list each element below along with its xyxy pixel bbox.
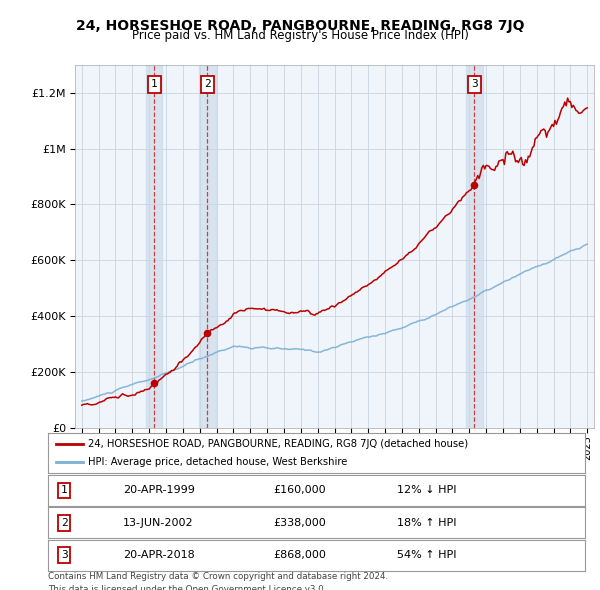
Text: 3: 3 xyxy=(61,550,67,560)
Text: £868,000: £868,000 xyxy=(274,550,326,560)
Text: This data is licensed under the Open Government Licence v3.0.: This data is licensed under the Open Gov… xyxy=(48,585,326,590)
Text: 12% ↓ HPI: 12% ↓ HPI xyxy=(397,486,457,495)
Bar xyxy=(199,65,216,428)
Bar xyxy=(146,65,163,428)
Text: 24, HORSESHOE ROAD, PANGBOURNE, READING, RG8 7JQ (detached house): 24, HORSESHOE ROAD, PANGBOURNE, READING,… xyxy=(88,439,469,449)
Text: £338,000: £338,000 xyxy=(274,518,326,527)
Text: Contains HM Land Registry data © Crown copyright and database right 2024.: Contains HM Land Registry data © Crown c… xyxy=(48,572,388,581)
Text: 20-APR-2018: 20-APR-2018 xyxy=(123,550,195,560)
Text: 54% ↑ HPI: 54% ↑ HPI xyxy=(397,550,457,560)
Text: 24, HORSESHOE ROAD, PANGBOURNE, READING, RG8 7JQ: 24, HORSESHOE ROAD, PANGBOURNE, READING,… xyxy=(76,19,524,33)
Text: 3: 3 xyxy=(471,80,478,90)
Text: HPI: Average price, detached house, West Berkshire: HPI: Average price, detached house, West… xyxy=(88,457,347,467)
Text: Price paid vs. HM Land Registry's House Price Index (HPI): Price paid vs. HM Land Registry's House … xyxy=(131,30,469,42)
Text: 1: 1 xyxy=(61,486,67,495)
Text: 2: 2 xyxy=(204,80,211,90)
Text: 2: 2 xyxy=(61,518,67,527)
Text: 1: 1 xyxy=(151,80,157,90)
Text: 18% ↑ HPI: 18% ↑ HPI xyxy=(397,518,457,527)
Text: £160,000: £160,000 xyxy=(274,486,326,495)
Bar xyxy=(466,65,482,428)
Text: 13-JUN-2002: 13-JUN-2002 xyxy=(123,518,194,527)
Text: 20-APR-1999: 20-APR-1999 xyxy=(123,486,195,495)
